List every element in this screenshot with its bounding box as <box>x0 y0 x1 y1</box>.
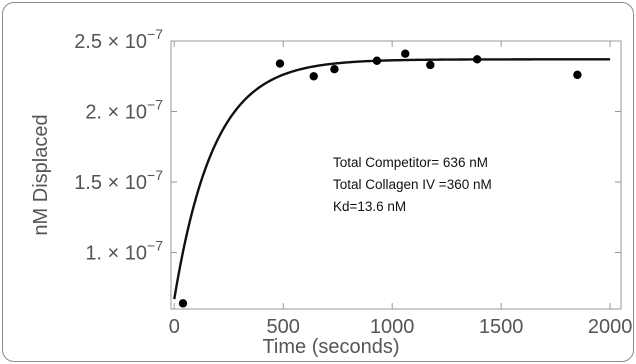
x-axis-label: Time (seconds) <box>262 336 399 358</box>
y-tick-label: 2.5 × 10−7 <box>74 26 163 53</box>
data-point <box>275 59 285 68</box>
annotation-layer: Total Competitor= 636 nM Total Collagen I… <box>333 155 492 214</box>
fit-curve <box>173 58 611 300</box>
data-points-layer <box>178 49 582 308</box>
data-point <box>309 72 318 81</box>
x-tick-label: 1500 <box>479 316 524 338</box>
y-tick-label: 2. × 10−7 <box>85 97 163 124</box>
data-point <box>178 299 188 308</box>
fit-curve-layer <box>173 58 611 300</box>
data-point <box>426 60 435 70</box>
y-tick-label: 1. × 10−7 <box>85 238 163 265</box>
plot-area-border <box>170 40 622 310</box>
axes: 0 500 1000 1500 2000 1. × 10−7 1.5 × 10−7 2. × … <box>30 26 632 358</box>
y-axis-label: nM Displaced <box>30 114 52 235</box>
annotation-line: Total Competitor= 636 nM <box>333 155 488 170</box>
annotation-line: Kd=13.6 nM <box>333 199 406 214</box>
x-tick-label: 0 <box>169 316 180 338</box>
annotation-line: Total Collagen IV =360 nM <box>333 177 492 192</box>
x-tick-label: 2000 <box>588 316 633 338</box>
data-point <box>472 55 482 64</box>
data-point <box>372 56 382 65</box>
data-point <box>330 65 339 74</box>
chart: 0 500 1000 1500 2000 1. × 10−7 1.5 × 10−7 2. × … <box>30 26 632 358</box>
y-tick-label: 1.5 × 10−7 <box>74 167 163 194</box>
data-point <box>401 49 410 58</box>
x-tick-label: 500 <box>267 316 300 338</box>
x-tick-label: 1000 <box>370 316 415 338</box>
data-point <box>573 70 582 80</box>
